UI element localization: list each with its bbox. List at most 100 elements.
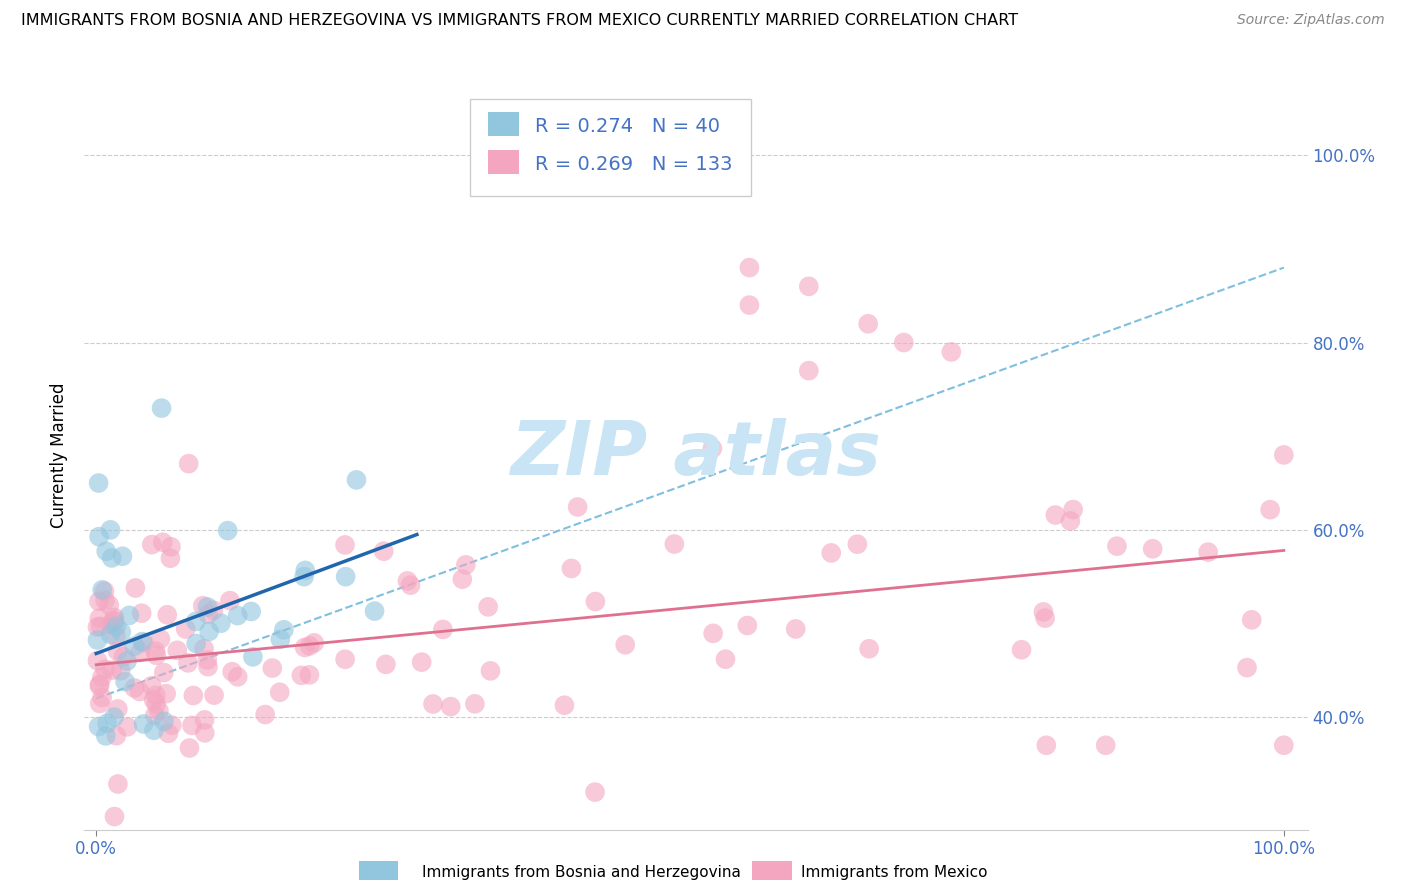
Point bbox=[98, 598, 121, 612]
Point bbox=[152, 535, 174, 549]
Point bbox=[124, 639, 146, 653]
Point bbox=[858, 641, 880, 656]
Point bbox=[846, 537, 869, 551]
Point bbox=[145, 689, 167, 703]
Point bbox=[153, 714, 176, 729]
Text: Immigrants from Mexico: Immigrants from Mexico bbox=[801, 865, 988, 880]
Point bbox=[1240, 613, 1263, 627]
Point bbox=[302, 636, 325, 650]
Point bbox=[399, 578, 422, 592]
Point bbox=[363, 604, 385, 618]
Point bbox=[797, 279, 820, 293]
Point bbox=[86, 620, 108, 634]
Point bbox=[198, 624, 221, 639]
Point bbox=[91, 690, 114, 705]
Point bbox=[464, 697, 486, 711]
Point bbox=[87, 719, 110, 733]
Point bbox=[1033, 611, 1056, 625]
Point bbox=[166, 643, 188, 657]
Point bbox=[292, 570, 315, 584]
Point bbox=[1105, 539, 1128, 553]
Point bbox=[222, 836, 245, 850]
Point bbox=[333, 538, 356, 552]
Point bbox=[107, 777, 129, 791]
Point bbox=[226, 608, 249, 623]
Point bbox=[87, 476, 110, 491]
Point bbox=[197, 607, 219, 622]
Point bbox=[738, 260, 761, 275]
Point bbox=[193, 713, 215, 727]
Point bbox=[101, 663, 124, 677]
Point bbox=[298, 668, 321, 682]
Point bbox=[107, 644, 129, 658]
Point bbox=[440, 699, 463, 714]
Point bbox=[333, 652, 356, 666]
Point bbox=[422, 697, 444, 711]
Point bbox=[738, 298, 761, 312]
Point bbox=[132, 717, 155, 731]
Point bbox=[702, 626, 724, 640]
Point bbox=[142, 693, 165, 707]
Text: Immigrants from Bosnia and Herzegovina: Immigrants from Bosnia and Herzegovina bbox=[422, 865, 741, 880]
Point bbox=[118, 608, 141, 623]
Point bbox=[86, 654, 108, 668]
Point bbox=[101, 615, 124, 629]
Point bbox=[202, 603, 225, 617]
Point bbox=[159, 551, 181, 566]
Point bbox=[560, 561, 582, 575]
Point bbox=[373, 544, 395, 558]
Point bbox=[98, 627, 121, 641]
Point bbox=[1258, 502, 1281, 516]
Point bbox=[714, 652, 737, 666]
Point bbox=[454, 558, 477, 572]
Text: R = 0.274   N = 40: R = 0.274 N = 40 bbox=[534, 117, 720, 136]
Point bbox=[583, 785, 606, 799]
Point bbox=[193, 641, 215, 656]
Point bbox=[226, 670, 249, 684]
Point bbox=[335, 570, 357, 584]
Point bbox=[86, 633, 108, 648]
Point bbox=[93, 584, 115, 599]
Point bbox=[96, 716, 118, 731]
Point bbox=[105, 729, 128, 743]
Point bbox=[269, 632, 291, 647]
Point bbox=[110, 664, 132, 678]
Point bbox=[141, 679, 163, 693]
Point bbox=[142, 723, 165, 738]
Point bbox=[567, 500, 589, 514]
Point bbox=[702, 442, 724, 456]
Point bbox=[115, 654, 138, 668]
Point bbox=[451, 572, 474, 586]
Point bbox=[197, 600, 219, 615]
Point bbox=[103, 614, 125, 628]
Point bbox=[160, 540, 183, 554]
Point bbox=[160, 718, 183, 732]
Point bbox=[1059, 514, 1081, 528]
Point bbox=[103, 710, 125, 724]
Point bbox=[432, 623, 454, 637]
Point bbox=[141, 538, 163, 552]
Point bbox=[191, 599, 214, 613]
Point bbox=[107, 702, 129, 716]
Point bbox=[1032, 605, 1054, 619]
Point bbox=[664, 537, 686, 551]
Point bbox=[479, 664, 502, 678]
Point bbox=[1272, 739, 1295, 753]
Text: IMMIGRANTS FROM BOSNIA AND HERZEGOVINA VS IMMIGRANTS FROM MEXICO CURRENTLY MARRI: IMMIGRANTS FROM BOSNIA AND HERZEGOVINA V… bbox=[21, 13, 1018, 29]
Point bbox=[290, 668, 312, 682]
Point bbox=[87, 594, 110, 608]
Point bbox=[174, 622, 197, 636]
Point bbox=[183, 689, 205, 703]
Point bbox=[128, 684, 150, 698]
Point bbox=[96, 544, 118, 558]
Point bbox=[785, 622, 807, 636]
Point bbox=[1045, 508, 1067, 522]
Point bbox=[1197, 545, 1219, 559]
Point bbox=[129, 646, 152, 660]
Point bbox=[184, 615, 207, 629]
Point bbox=[111, 549, 134, 564]
Point bbox=[298, 639, 321, 653]
Point bbox=[177, 656, 200, 670]
Point bbox=[269, 685, 291, 699]
Point bbox=[254, 707, 277, 722]
